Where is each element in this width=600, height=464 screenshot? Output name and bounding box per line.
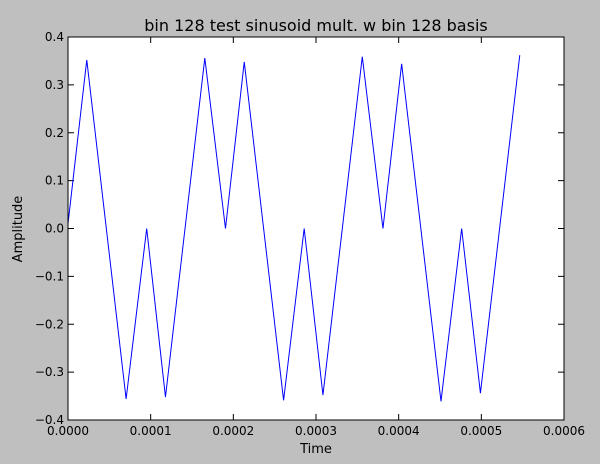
y-tick-label: 0.0: [45, 222, 64, 236]
chart-title: bin 128 test sinusoid mult. w bin 128 ba…: [144, 16, 487, 35]
x-tick-label: 0.0003: [295, 424, 337, 438]
series-line: [67, 55, 521, 402]
y-tick-label: 0.4: [45, 30, 64, 44]
plot-frame: [67, 36, 565, 421]
x-tick-label: 0.0004: [378, 424, 420, 438]
y-tick-label: −0.4: [35, 413, 64, 427]
y-axis-label: Amplitude: [11, 196, 26, 263]
x-tick-label: 0.0002: [212, 424, 254, 438]
x-tick-label: 0.0006: [543, 424, 585, 438]
y-tick-label: 0.1: [45, 174, 64, 188]
x-tick-label: 0.0001: [130, 424, 172, 438]
x-tick-label: 0.0005: [460, 424, 502, 438]
x-tick-label: 0.0000: [47, 424, 89, 438]
y-tick-label: −0.2: [35, 317, 64, 331]
plot-area: [68, 37, 564, 420]
y-tick-label: −0.3: [35, 365, 64, 379]
y-tick-label: −0.1: [35, 269, 64, 283]
y-tick-label: 0.3: [45, 78, 64, 92]
y-axis-ticks: −0.4 −0.3 −0.2 −0.1 0.0 0.1 0.2 0.3 0.4: [35, 30, 564, 427]
x-axis-label: Time: [299, 442, 332, 457]
x-axis-ticks: 0.0000 0.0001 0.0002 0.0003 0.0004 0.0005 0.00…: [47, 37, 585, 438]
y-tick-label: 0.2: [45, 126, 64, 140]
